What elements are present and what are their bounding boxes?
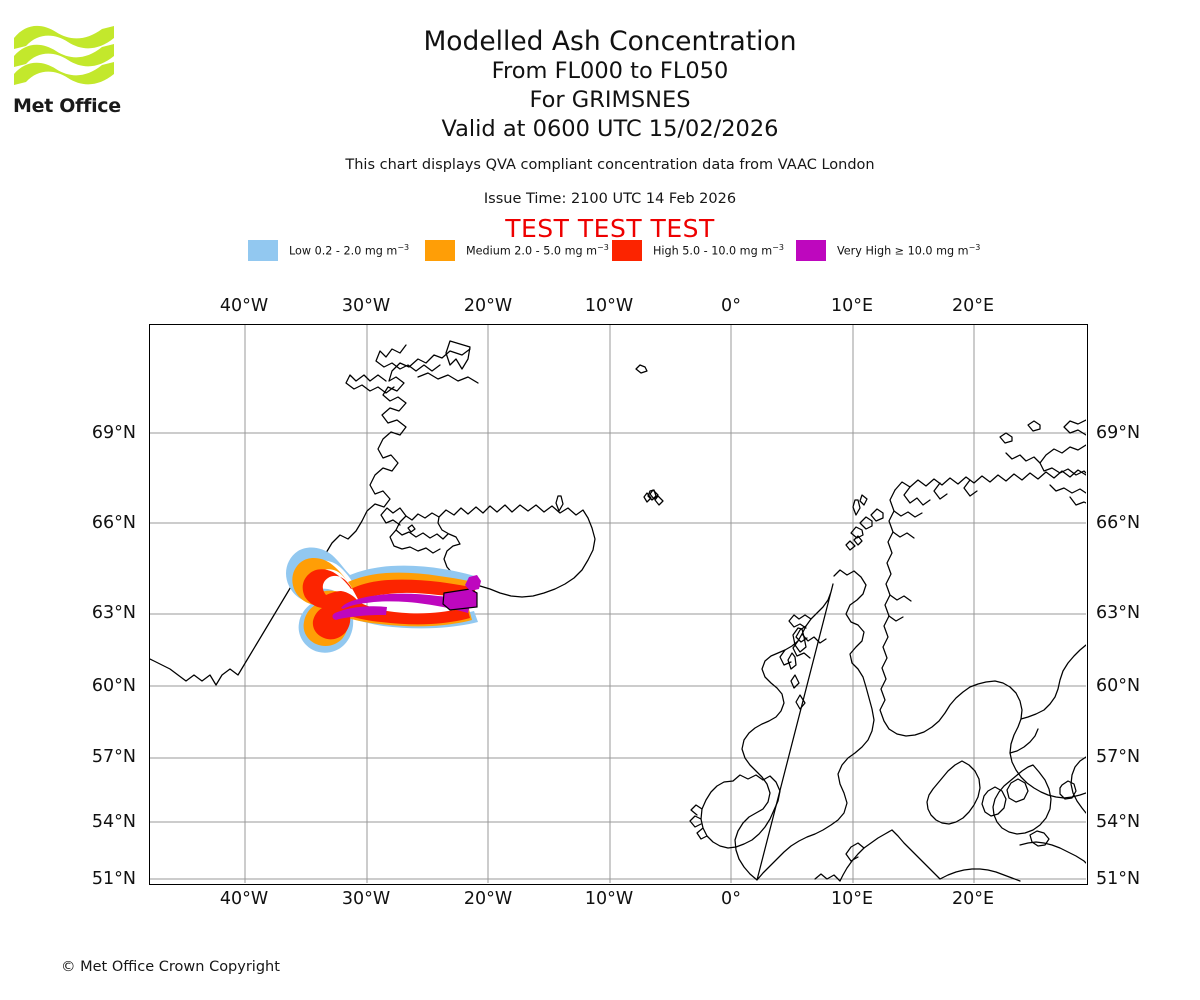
legend-entry-1: Medium 2.0 - 5.0 mg m−3 [425, 239, 609, 261]
lon-tick-bottom-3: 10°W [584, 889, 634, 909]
lon-tick-bottom-1: 30°W [341, 889, 391, 909]
lon-tick-bottom-4: 0° [721, 889, 741, 909]
plume-band-very-high [341, 593, 471, 613]
legend-swatch-1 [425, 239, 455, 261]
lat-tick-right-2: 63°N [1096, 603, 1141, 623]
legend-label-3: Very High ≥ 10.0 mg m−3 [837, 242, 981, 258]
test-banner: TEST TEST TEST [505, 214, 715, 243]
lon-tick-bottom-6: 20°E [951, 889, 995, 909]
lat-tick-left-0: 69°N [91, 423, 136, 443]
lat-tick-left-1: 66°N [91, 513, 136, 533]
lat-tick-left-3: 60°N [91, 676, 136, 696]
legend-swatch-0 [248, 239, 278, 261]
lon-tick-top-0: 40°W [219, 296, 269, 316]
lon-tick-top-3: 10°W [584, 296, 634, 316]
lat-tick-right-1: 66°N [1096, 513, 1141, 533]
lat-tick-left-2: 63°N [91, 603, 136, 623]
lon-tick-bottom-2: 20°W [463, 889, 513, 909]
lon-tick-top-1: 30°W [341, 296, 391, 316]
lat-tick-right-6: 51°N [1096, 869, 1141, 889]
lat-tick-right-0: 69°N [1096, 423, 1141, 443]
lat-tick-right-5: 54°N [1096, 812, 1141, 832]
lat-tick-left-4: 57°N [91, 747, 136, 767]
lon-tick-top-6: 20°E [951, 296, 995, 316]
lat-tick-left-6: 51°N [91, 869, 136, 889]
volcano-marker [465, 575, 481, 591]
lat-tick-right-4: 57°N [1096, 747, 1141, 767]
lon-tick-top-4: 0° [721, 296, 741, 316]
chart-description: This chart displays QVA compliant concen… [345, 157, 875, 173]
title-line-4: Valid at 0600 UTC 15/02/2026 [441, 116, 779, 142]
legend-label-2: High 5.0 - 10.0 mg m−3 [653, 242, 784, 258]
legend-label-1: Medium 2.0 - 5.0 mg m−3 [466, 242, 609, 258]
legend-swatch-3 [796, 239, 826, 261]
ash-concentration-plume [286, 547, 481, 653]
title-line-3: For GRIMSNES [529, 87, 691, 113]
map-gridlines [150, 325, 1086, 883]
copyright-notice: © Met Office Crown Copyright [61, 959, 280, 975]
map-plot-area [149, 324, 1088, 885]
concentration-legend: Low 0.2 - 2.0 mg m−3 Medium 2.0 - 5.0 mg … [248, 239, 1008, 263]
title-line-2: From FL000 to FL050 [491, 58, 729, 84]
lon-tick-top-5: 10°E [830, 296, 874, 316]
legend-entry-3: Very High ≥ 10.0 mg m−3 [796, 239, 980, 261]
met-office-logo: Met Office [12, 24, 132, 117]
issue-time: Issue Time: 2100 UTC 14 Feb 2026 [483, 191, 737, 207]
plume-band-high [302, 569, 476, 640]
legend-swatch-2 [612, 239, 642, 261]
plume-source-polygon [442, 588, 478, 611]
met-office-wave-icon [14, 25, 114, 85]
lat-tick-left-5: 54°N [91, 812, 136, 832]
lat-tick-right-3: 60°N [1096, 676, 1141, 696]
lon-tick-bottom-5: 10°E [830, 889, 874, 909]
lon-tick-top-2: 20°W [463, 296, 513, 316]
title-line-1: Modelled Ash Concentration [423, 26, 797, 57]
lon-tick-bottom-0: 40°W [219, 889, 269, 909]
coastlines [150, 340, 1086, 882]
met-office-logo-text: Met Office [13, 95, 121, 117]
legend-entry-2: High 5.0 - 10.0 mg m−3 [612, 239, 784, 261]
plume-core-west [332, 606, 387, 620]
map-canvas [150, 325, 1086, 883]
legend-label-0: Low 0.2 - 2.0 mg m−3 [289, 242, 410, 258]
page-title: Modelled Ash Concentration From FL000 to… [140, 26, 1080, 144]
legend-entry-0: Low 0.2 - 2.0 mg m−3 [248, 239, 409, 261]
